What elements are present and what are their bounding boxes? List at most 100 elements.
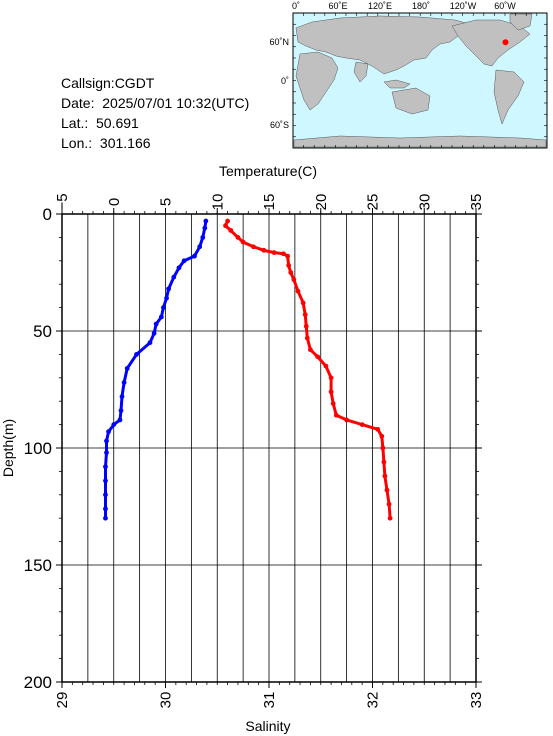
tick-label-temperature: 10 — [209, 194, 226, 211]
temperature-point — [382, 473, 388, 479]
tick-label-depth: 50 — [33, 322, 52, 341]
map-lat-label: 60˚N — [269, 37, 289, 47]
station-marker — [502, 39, 509, 46]
salinity-point — [104, 438, 109, 444]
temperature-point — [344, 417, 350, 423]
map-lon-label: 120˚W — [450, 1, 477, 11]
temperature-point — [223, 223, 228, 229]
temperature-point — [381, 459, 387, 465]
map-lat-label: 60˚S — [270, 120, 289, 130]
temperature-point — [304, 335, 310, 341]
map-lat-label: 0˚ — [281, 76, 289, 86]
temperature-point — [323, 363, 329, 369]
station-info: Callsign:CGDT Date: 2025/07/01 10:32(UTC… — [61, 73, 249, 153]
temperature-point — [295, 288, 301, 294]
temperature-point — [271, 250, 277, 256]
tick-label-salinity: 29 — [54, 692, 71, 709]
salinity-point — [166, 286, 172, 292]
land-greenland — [509, 13, 533, 31]
tick-label-temperature: 15 — [261, 194, 278, 211]
salinity-point — [103, 464, 108, 470]
temperature-point — [387, 515, 393, 521]
land-south-america — [493, 69, 525, 125]
salinity-point — [171, 274, 177, 280]
tick-label-temperature: 30 — [416, 194, 433, 211]
salinity-point — [197, 244, 203, 250]
land-eurasia — [295, 15, 471, 75]
tick-label-salinity: 33 — [468, 692, 485, 709]
temperature-point — [235, 235, 241, 240]
salinity-point — [103, 506, 108, 512]
salinity-point — [200, 235, 206, 240]
tick-label-temperature: 35 — [468, 194, 485, 211]
salinity-point — [203, 218, 209, 224]
salinity-point — [192, 253, 197, 259]
map-lon-label: 180˚ — [412, 1, 430, 11]
tick-label-depth: 200 — [24, 673, 52, 692]
temperature-point — [328, 375, 334, 381]
temperature-point — [333, 412, 339, 418]
temperature-point — [228, 227, 234, 233]
map-lon-label: 60˚E — [328, 1, 347, 11]
salinity-point — [103, 515, 108, 521]
world-map: 0˚ 60˚E 120˚E 180˚ 120˚W 60˚W 60˚N 0˚ 60˚S — [269, 1, 548, 149]
map-land — [293, 13, 547, 148]
tick-label-temperature: 5 — [158, 198, 175, 206]
depth-axis-title: Depth(m) — [0, 419, 16, 477]
salinity-point — [118, 408, 124, 413]
temperature-point — [300, 300, 306, 306]
tick-label-depth: 0 — [43, 205, 52, 224]
salinity-point — [134, 352, 139, 357]
land-north-america — [451, 19, 531, 67]
temperature-point — [308, 347, 313, 353]
temperature-point — [384, 487, 390, 493]
salinity-profile-line — [104, 220, 208, 519]
temperature-point — [291, 277, 297, 282]
temperature-point — [375, 426, 381, 432]
land-australia — [391, 87, 431, 115]
tick-label-temperature: 25 — [365, 194, 382, 211]
map-lon-label: 60˚W — [494, 1, 516, 11]
salinity-point — [147, 340, 153, 346]
salinity-point — [124, 366, 130, 371]
salinity-point — [181, 258, 187, 264]
salinity-point — [119, 394, 125, 399]
map-lon-label: 0˚ — [292, 1, 300, 11]
salinity-point — [103, 492, 108, 498]
land-africa — [295, 51, 339, 111]
salinity-point — [164, 295, 169, 301]
chart-grid — [61, 213, 477, 683]
callsign-label: Callsign:CGDT — [61, 75, 155, 91]
tick-label-salinity: 32 — [365, 692, 382, 709]
temperature-point — [281, 251, 286, 257]
map-labels: 0˚ 60˚E 120˚E 180˚ 120˚W 60˚W 60˚N 0˚ 60˚S — [269, 1, 547, 149]
station-marker-dot — [502, 39, 509, 46]
salinity-point — [106, 429, 111, 435]
temperature-point — [261, 247, 267, 253]
temperature-point — [285, 253, 291, 259]
salinity-point — [158, 314, 164, 320]
temperature-point — [379, 433, 385, 439]
salinity-point — [161, 305, 166, 310]
salinity-point — [153, 321, 159, 327]
temperature-point — [288, 270, 294, 275]
plot-frame — [61, 213, 477, 683]
temperature-point — [328, 389, 334, 395]
tick-label-temperature: −5 — [54, 193, 71, 210]
temperature-point — [330, 401, 336, 406]
temperature-point — [380, 445, 386, 451]
temperature-point — [225, 218, 231, 224]
salinity-point — [117, 417, 123, 423]
temperature-point — [251, 244, 256, 250]
salinity-point — [104, 450, 109, 456]
lon-label: Lon.: 301.166 — [61, 135, 151, 151]
chart-series — [103, 218, 393, 521]
temperature-point — [315, 354, 321, 360]
salinity-point — [151, 330, 157, 336]
salinity-axis-title: Salinity — [245, 718, 290, 734]
salinity-point — [103, 478, 108, 484]
tick-label-temperature: 20 — [313, 194, 330, 211]
temperature-profile-line — [224, 220, 392, 519]
temperature-point — [302, 312, 308, 318]
